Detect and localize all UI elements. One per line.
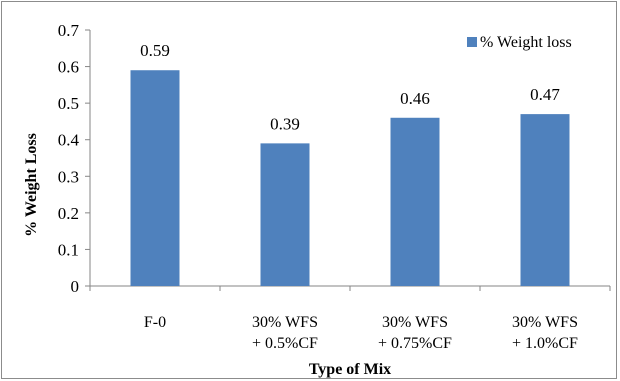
data-label: 0.47 <box>530 85 560 104</box>
y-tick-label: 0.3 <box>58 167 79 186</box>
labels: 0 0.1 0.2 0.3 0.4 0.5 0.6 0.7 0.59 F-0 0.39 30% WFS… <box>58 21 578 352</box>
x-category-label: 30% WFS <box>512 314 578 331</box>
x-category-label: + 1.0%CF <box>512 335 578 352</box>
bar <box>130 70 180 286</box>
y-tick-label: 0.7 <box>58 21 80 40</box>
bars <box>130 70 570 287</box>
y-tick-label: 0.6 <box>58 58 79 77</box>
legend: % Weight loss <box>467 34 572 51</box>
x-category-label: F-0 <box>144 314 166 331</box>
bar <box>260 143 310 286</box>
y-tick-label: 0.2 <box>58 204 79 223</box>
legend-swatch <box>467 37 477 47</box>
legend-label: % Weight loss <box>480 34 572 51</box>
data-label: 0.39 <box>270 114 300 133</box>
y-tick-label: 0.1 <box>58 240 79 259</box>
x-category-label: + 0.5%CF <box>252 335 318 352</box>
y-axis-title: % Weight Loss <box>23 133 40 237</box>
y-tick-label: 0.5 <box>58 94 79 113</box>
data-label: 0.59 <box>140 41 170 60</box>
x-axis-title: Type of Mix <box>309 361 391 378</box>
y-tick-label: 0.4 <box>58 131 80 150</box>
bar <box>390 117 440 287</box>
bar <box>520 114 570 286</box>
data-label: 0.46 <box>400 89 430 108</box>
x-category-label: 30% WFS <box>382 314 448 331</box>
x-category-label: + 0.75%CF <box>378 335 452 352</box>
x-category-label: 30% WFS <box>252 314 318 331</box>
y-tick-label: 0 <box>71 277 80 296</box>
